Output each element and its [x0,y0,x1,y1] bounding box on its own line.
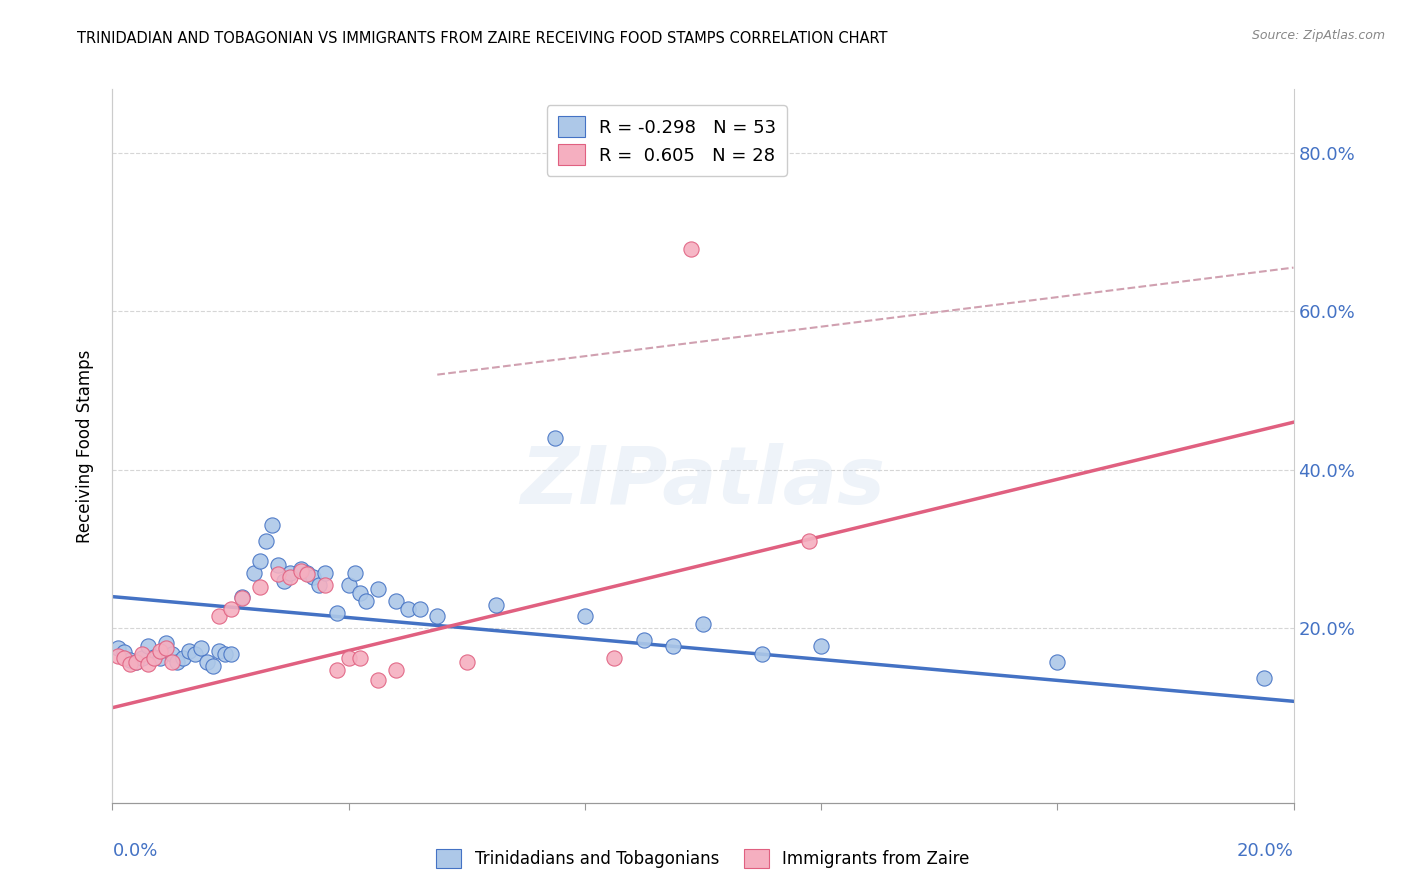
Point [356,593,378,607]
Point [337,651,360,665]
Point [574,609,596,624]
Point [314,566,336,580]
Point [1046,655,1069,669]
Point [290,562,312,576]
Point [326,606,349,620]
Point [149,651,172,665]
Text: Source: ZipAtlas.com: Source: ZipAtlas.com [1251,29,1385,42]
Text: TRINIDADIAN AND TOBAGONIAN VS IMMIGRANTS FROM ZAIRE RECEIVING FOOD STAMPS CORREL: TRINIDADIAN AND TOBAGONIAN VS IMMIGRANTS… [77,31,887,46]
Text: 0.0%: 0.0% [112,842,157,860]
Point [142,651,165,665]
Point [426,609,449,624]
Point [125,655,148,669]
Point [810,639,832,653]
Point [107,649,129,664]
Point [367,582,389,596]
Point [367,673,389,687]
Point [297,566,319,580]
Point [249,554,271,568]
Point [166,655,188,669]
Point [208,643,231,657]
Point [456,655,478,669]
Point [267,558,290,572]
Point [278,566,301,580]
Point [297,567,319,582]
Point [172,651,194,665]
Point [692,617,714,632]
Point [131,647,153,661]
Point [326,663,349,677]
Point [254,534,277,549]
Point [125,655,148,669]
Point [273,574,295,588]
Point [112,651,135,665]
Point [662,639,685,653]
Point [201,659,224,673]
Point [337,578,360,592]
Point [120,653,142,667]
Point [107,641,129,656]
Point [544,431,567,445]
Y-axis label: Receiving Food Stamps: Receiving Food Stamps [76,350,94,542]
Point [160,647,183,661]
Point [208,609,231,624]
Legend: R = -0.298   N = 53, R =  0.605   N = 28: R = -0.298 N = 53, R = 0.605 N = 28 [547,105,787,176]
Point [681,243,703,257]
Point [1253,671,1275,685]
Point [751,647,773,661]
Point [343,566,366,580]
Point [149,643,172,657]
Text: ZIPatlas: ZIPatlas [520,442,886,521]
Point [396,601,419,615]
Point [603,651,626,665]
Point [155,635,177,649]
Point [249,580,271,594]
Point [349,585,371,599]
Point [308,578,330,592]
Point [214,647,236,661]
Point [260,518,283,533]
Point [267,567,290,582]
Point [290,564,312,578]
Point [385,663,408,677]
Point [142,649,165,664]
Point [219,601,242,615]
Point [184,647,207,661]
Point [219,647,242,661]
Point [799,534,821,549]
Point [231,590,253,604]
Point [136,639,159,653]
Point [160,655,183,669]
Point [314,578,336,592]
Legend: Trinidadians and Tobagonians, Immigrants from Zaire: Trinidadians and Tobagonians, Immigrants… [430,842,976,875]
Point [112,645,135,659]
Point [179,643,201,657]
Point [485,598,508,612]
Text: 20.0%: 20.0% [1237,842,1294,860]
Point [195,655,218,669]
Point [243,566,266,580]
Point [385,593,408,607]
Point [190,641,212,656]
Point [633,633,655,648]
Point [155,641,177,656]
Point [136,657,159,671]
Point [408,601,430,615]
Point [278,570,301,584]
Point [349,651,371,665]
Point [131,651,153,665]
Point [120,657,142,671]
Point [231,591,253,606]
Point [302,570,325,584]
